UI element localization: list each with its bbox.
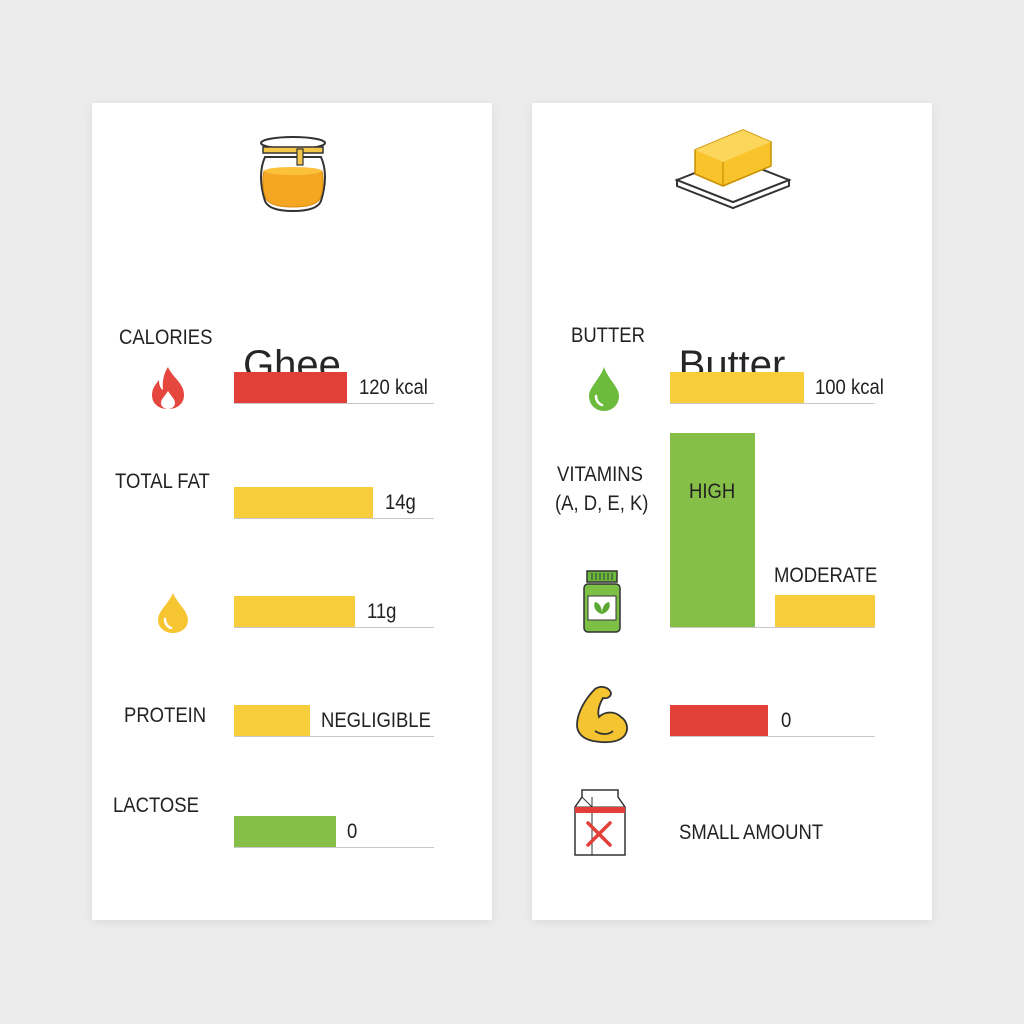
- fat-detail-bar: [234, 596, 355, 627]
- butter-calories-value: 100 kcal: [815, 376, 884, 399]
- protein-value: 0: [781, 709, 792, 732]
- protein-value: NEGLIGIBLE: [321, 709, 431, 732]
- flexed-bicep-icon: [576, 686, 628, 743]
- total-fat-value: 14g: [385, 491, 416, 514]
- total-fat-bar: [234, 487, 373, 518]
- vitamins-high-value: HIGH: [689, 480, 736, 503]
- butter-calories-bar: [670, 372, 805, 403]
- calories-value: 120 kcal: [359, 376, 428, 399]
- total-fat-label: TOTAL FAT: [115, 470, 210, 493]
- lactose-track: [234, 847, 434, 848]
- green-drop-icon: [589, 367, 619, 411]
- butter-calories-track: [670, 403, 875, 404]
- vitamins-high-bar: [670, 433, 755, 627]
- vitamins-moderate-value: MODERATE: [774, 564, 878, 587]
- drop-icon: [158, 593, 188, 633]
- flame-icon: [152, 367, 184, 409]
- lactose-label: LACTOSE: [113, 794, 199, 817]
- calories-label: CALORIES: [119, 326, 213, 349]
- calories-track: [234, 403, 434, 404]
- butter-card: Butter BUTTER 100 kcal VITAMINS (A, D, E…: [532, 103, 932, 920]
- milk-carton-x-icon: [574, 789, 626, 856]
- vitamins-moderate-bar: [775, 594, 875, 627]
- protein-track: [670, 736, 875, 737]
- fat-detail-value: 11g: [367, 600, 397, 623]
- fat-detail-track: [234, 627, 434, 628]
- protein-bar: [670, 705, 769, 736]
- lactose-value: 0: [347, 820, 358, 843]
- vitamin-bottle-icon: [583, 570, 621, 633]
- calories-bar: [234, 372, 347, 403]
- vitamins-baseline: [670, 627, 875, 628]
- protein-label: PROTEIN: [124, 704, 207, 727]
- protein-bar: [234, 705, 310, 736]
- ghee-jar-icon: [260, 136, 326, 213]
- butter-calories-label: BUTTER: [571, 324, 645, 347]
- vitamins-sublabel: (A, D, E, K): [555, 492, 649, 515]
- protein-track: [234, 736, 434, 737]
- vitamins-label: VITAMINS: [557, 463, 643, 486]
- lactose-value: SMALL AMOUNT: [679, 821, 824, 844]
- butter-dish-icon: [674, 129, 792, 210]
- lactose-bar: [234, 816, 336, 847]
- ghee-card: Ghee CALORIES 120 kcal TOTAL FAT 14g 11g…: [92, 103, 492, 920]
- total-fat-track: [234, 518, 434, 519]
